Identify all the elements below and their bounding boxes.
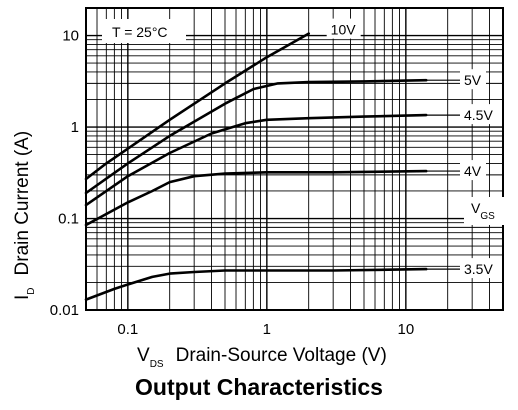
series-line-3: [84, 113, 428, 207]
legend-title-prefix: V: [471, 200, 481, 216]
x-axis-title-text: Drain-Source Voltage (V): [176, 345, 387, 366]
series-labels: 10V 5V 4.5V 4V 3.5V: [326, 18, 502, 279]
series-curves: [84, 32, 428, 301]
svg-text:VGS: VGS: [471, 200, 495, 222]
series-label-bg-5: [460, 258, 502, 279]
series-label-1: 10V: [331, 22, 357, 38]
series-label-bg-2: [460, 69, 486, 90]
x-tick-label: 1: [263, 321, 271, 338]
series-label-5: 3.5V: [464, 261, 493, 277]
series-label-3: 4.5V: [464, 107, 493, 123]
y-axis-title-text: Drain Current (A): [12, 131, 33, 276]
x-tick-label: 0.1: [117, 321, 138, 338]
y-tick-label: 10: [62, 28, 79, 45]
legend-title-sub: GS: [480, 211, 495, 222]
y-axis-title-prefix: I: [12, 295, 33, 300]
x-axis-title: VDS Drain-Source Voltage (V): [137, 345, 387, 370]
series-label-4: 4V: [464, 163, 482, 179]
x-tick-label: 10: [397, 321, 414, 338]
y-tick-label: 1: [71, 119, 79, 136]
y-tick-label: 0.01: [50, 302, 79, 319]
chart-title: Output Characteristics: [135, 374, 383, 400]
series-label-2: 5V: [464, 72, 482, 88]
series-label-bg-4: [460, 160, 486, 181]
temperature-annotation-text: T = 25°C: [112, 24, 168, 40]
y-axis-title-sub: D: [26, 287, 37, 294]
series-line-5: [84, 267, 428, 301]
legend-title: VGS: [464, 197, 504, 225]
tick-labels: 0.1 1 10 10 1 0.1 0.01: [50, 28, 414, 338]
temperature-annotation: T = 25°C: [102, 19, 186, 43]
series-label-bg-1: [326, 18, 361, 39]
y-tick-label: 0.1: [58, 211, 79, 228]
grid-lines: [86, 8, 503, 310]
x-axis-title-prefix: V: [137, 345, 150, 366]
plot-frame: [85, 7, 504, 311]
x-axis-title-sub: DS: [150, 359, 164, 370]
series-line-4: [84, 169, 428, 227]
y-axis-title: ID Drain Current (A): [12, 131, 37, 300]
series-line-2: [84, 78, 428, 195]
series-label-bg-3: [460, 104, 502, 125]
series-line-1: [84, 32, 311, 181]
